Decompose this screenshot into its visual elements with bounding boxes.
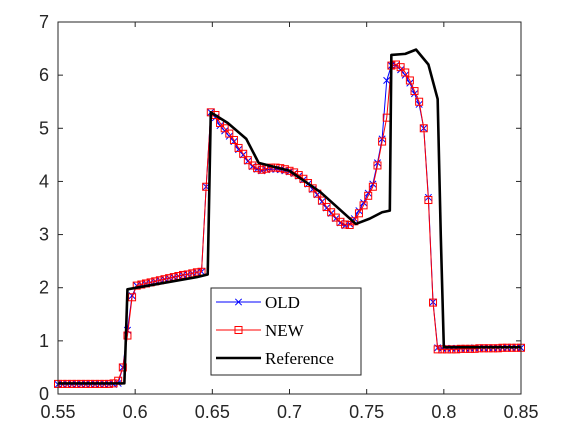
x-marker bbox=[383, 76, 391, 85]
legend-item-new: NEW bbox=[216, 321, 305, 340]
y-tick-label: 5 bbox=[39, 118, 49, 138]
legend-label: Reference bbox=[265, 349, 334, 368]
legend-item-old: OLD bbox=[216, 293, 300, 312]
square-marker bbox=[466, 344, 475, 353]
square-marker bbox=[368, 182, 377, 191]
square-marker bbox=[229, 135, 238, 144]
square-marker bbox=[248, 161, 257, 170]
y-tick-label: 3 bbox=[39, 225, 49, 245]
series-line-reference bbox=[58, 48, 521, 385]
square-marker bbox=[405, 76, 414, 85]
square-marker bbox=[373, 161, 382, 170]
square-marker bbox=[304, 179, 313, 188]
series-reference bbox=[58, 48, 521, 385]
square-marker bbox=[461, 344, 470, 353]
legend-label: NEW bbox=[265, 321, 305, 340]
series-layer bbox=[54, 48, 525, 388]
square-marker bbox=[123, 331, 132, 340]
x-tick-label: 0.6 bbox=[123, 402, 148, 422]
x-marker bbox=[369, 180, 377, 188]
square-marker bbox=[128, 293, 137, 302]
square-marker bbox=[470, 344, 479, 353]
square-marker bbox=[429, 298, 438, 307]
legend-items: OLD NEW Reference bbox=[216, 293, 334, 368]
square-marker bbox=[354, 209, 363, 218]
square-marker bbox=[225, 129, 234, 138]
legend-item-reference: Reference bbox=[216, 349, 334, 368]
x-marker bbox=[378, 135, 386, 143]
square-marker bbox=[410, 87, 419, 96]
legend: OLD NEW Reference bbox=[210, 287, 362, 376]
square-marker bbox=[415, 97, 424, 106]
y-tick-label: 2 bbox=[39, 278, 49, 298]
y-tick-label: 1 bbox=[39, 331, 49, 351]
square-marker bbox=[442, 345, 451, 354]
square-marker bbox=[331, 213, 340, 222]
square-marker bbox=[359, 201, 368, 210]
square-marker bbox=[257, 165, 266, 174]
square-marker bbox=[456, 344, 465, 353]
square-marker bbox=[401, 68, 410, 77]
square-marker bbox=[378, 137, 387, 146]
square-marker bbox=[350, 217, 359, 226]
square-marker bbox=[327, 208, 336, 217]
square-marker bbox=[396, 63, 405, 72]
x-tick-label: 0.7 bbox=[277, 402, 302, 422]
x-marker bbox=[373, 159, 382, 167]
square-marker bbox=[253, 164, 262, 173]
y-tick-label: 0 bbox=[39, 384, 49, 404]
square-marker bbox=[322, 202, 331, 211]
square-marker bbox=[364, 191, 373, 200]
square-marker bbox=[447, 345, 456, 354]
legend-label: OLD bbox=[265, 293, 300, 312]
square-marker bbox=[239, 149, 248, 158]
x-tick-label: 0.55 bbox=[40, 402, 75, 422]
square-marker bbox=[419, 124, 428, 133]
x-tick-label: 0.85 bbox=[503, 402, 538, 422]
square-marker bbox=[317, 196, 326, 205]
square-marker bbox=[234, 326, 243, 334]
x-marker bbox=[234, 298, 243, 306]
square-marker bbox=[433, 345, 442, 354]
x-tick-label: 0.65 bbox=[195, 402, 230, 422]
square-marker bbox=[132, 281, 141, 290]
square-marker bbox=[220, 124, 229, 133]
y-tick-label: 4 bbox=[39, 171, 49, 191]
square-marker bbox=[424, 196, 433, 205]
y-tick-label: 7 bbox=[39, 12, 49, 32]
square-marker bbox=[438, 345, 447, 354]
square-marker bbox=[243, 156, 252, 165]
square-marker bbox=[118, 363, 127, 372]
y-tick-label: 6 bbox=[39, 65, 49, 85]
x-tick-label: 0.75 bbox=[349, 402, 384, 422]
square-marker bbox=[234, 143, 243, 152]
square-marker bbox=[452, 345, 461, 354]
ticks-layer: 0.55 0.6 0.65 0.7 0.75 0.8 0.85 0 1 2 3 4 5 6 7 bbox=[39, 12, 539, 422]
square-marker bbox=[341, 220, 350, 229]
square-marker bbox=[336, 217, 345, 226]
x-tick-label: 0.8 bbox=[431, 402, 456, 422]
